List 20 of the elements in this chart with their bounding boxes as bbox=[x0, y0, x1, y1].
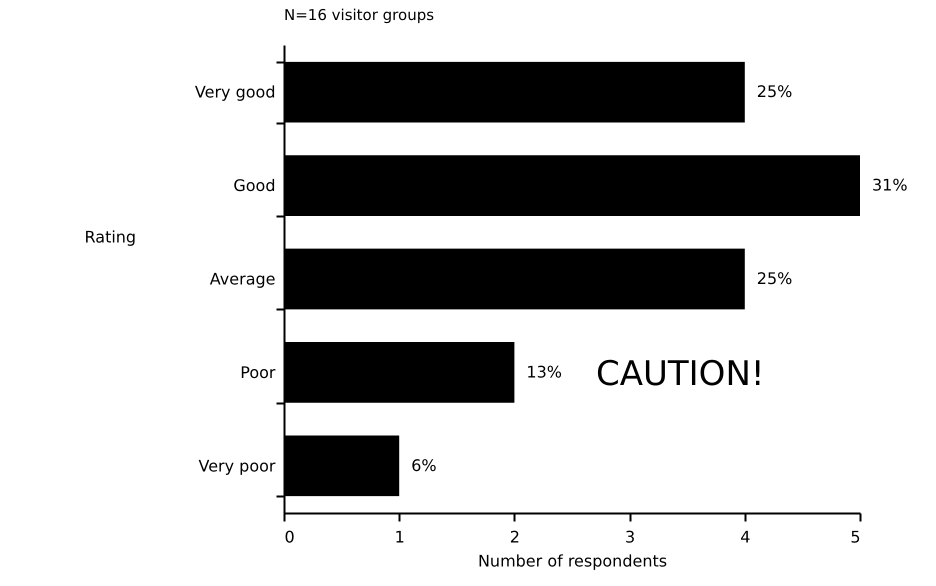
y-axis-title: Rating bbox=[84, 228, 136, 246]
annotation: 25% bbox=[756, 269, 792, 288]
annotation: 25% bbox=[756, 82, 792, 102]
x-tick-label: 3 bbox=[625, 528, 636, 546]
y-tick-label: Poor bbox=[240, 362, 276, 382]
y-tick-label: Very poor bbox=[198, 456, 276, 476]
x-tick-label: 0 bbox=[284, 528, 295, 546]
x-tick-label: 5 bbox=[850, 528, 860, 546]
annotation: 6% bbox=[411, 456, 437, 475]
y-tick-label: Average bbox=[210, 270, 276, 288]
y-tick-label: Good bbox=[233, 176, 276, 196]
x-axis-title: Number of respondents bbox=[478, 552, 668, 570]
x-tick-label: 2 bbox=[510, 528, 520, 546]
annotation: CAUTION! bbox=[596, 354, 765, 394]
annotation: 31% bbox=[872, 176, 908, 195]
x-tick-label: 1 bbox=[394, 528, 405, 546]
annotation: 13% bbox=[526, 362, 562, 382]
x-tick-label: 4 bbox=[740, 528, 750, 546]
y-tick-label: Very good bbox=[194, 82, 276, 102]
chart-title: N=16 visitor groups bbox=[284, 6, 434, 24]
